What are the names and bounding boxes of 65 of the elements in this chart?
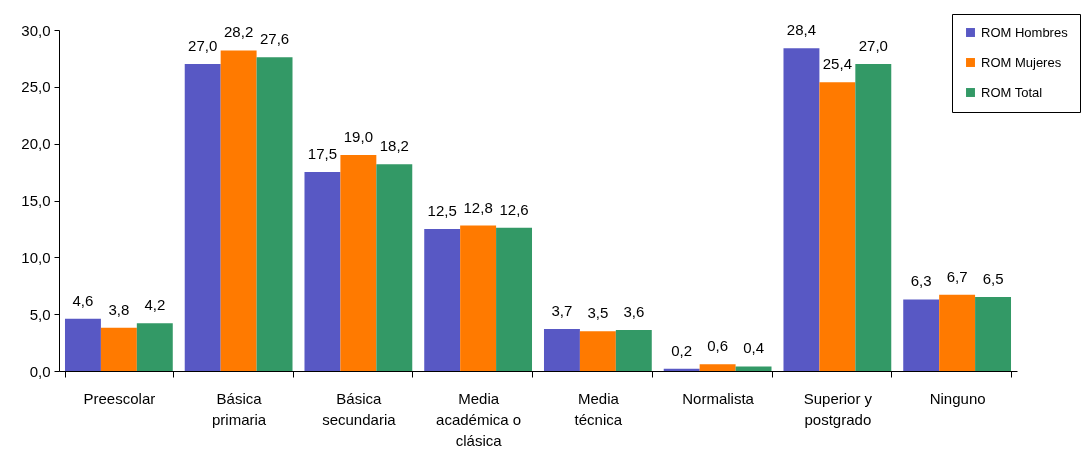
bar: [615, 330, 652, 371]
y-tick-label: 20,0: [21, 135, 51, 153]
bar: [424, 228, 461, 371]
data-label: 17,5: [307, 145, 338, 163]
bar: [100, 327, 137, 371]
x-tick-label: Normalista: [682, 389, 755, 407]
legend-label: ROM Total: [981, 84, 1043, 100]
bar: [460, 225, 497, 371]
x-tick-label: Superior y postgrado: [803, 389, 873, 428]
data-label: 6,5: [982, 270, 1004, 288]
bar: [64, 318, 101, 371]
x-tick-label: Básica primaria: [212, 389, 267, 428]
data-label: 3,5: [587, 304, 609, 322]
bar: [579, 331, 616, 371]
legend-label: ROM Mujeres: [981, 54, 1062, 70]
bar: [304, 172, 341, 371]
bar: [975, 297, 1012, 371]
data-label: 3,8: [108, 300, 130, 318]
y-tick-label: 5,0: [29, 305, 51, 323]
data-label: 3,6: [623, 303, 645, 321]
bar: [376, 164, 413, 371]
bar: [855, 64, 892, 371]
y-tick-label: 0,0: [29, 362, 51, 380]
data-label: 28,4: [786, 21, 817, 39]
bar: [136, 323, 173, 371]
bar: [543, 328, 580, 371]
x-tick-label: Media técnica: [574, 389, 623, 428]
bar: [340, 155, 377, 371]
data-label: 0,6: [707, 337, 729, 355]
y-tick-label: 25,0: [21, 78, 51, 96]
y-tick-label: 30,0: [21, 21, 51, 39]
bar: [256, 57, 293, 371]
x-tick-label: Ninguno: [929, 389, 986, 407]
data-label: 3,7: [551, 301, 573, 319]
bar: [939, 294, 976, 371]
data-label: 6,3: [910, 272, 932, 290]
data-label: 27,6: [259, 30, 290, 48]
x-tick-label: Preescolar: [83, 389, 156, 407]
data-label: 4,6: [72, 291, 94, 309]
bar: [735, 366, 772, 371]
data-label: 25,4: [822, 55, 852, 73]
data-label: 12,8: [463, 198, 493, 216]
data-label: 12,5: [427, 201, 457, 219]
data-label: 12,6: [499, 200, 529, 218]
bar: [903, 299, 940, 371]
x-tick-label: Básica secundaria: [322, 389, 397, 428]
x-tick-label: Media académica o clásica: [436, 389, 522, 449]
data-label: 0,4: [743, 339, 764, 357]
data-label: 4,2: [144, 296, 166, 314]
data-label: 0,2: [671, 341, 693, 359]
bar: [184, 64, 221, 371]
data-label: 28,2: [224, 23, 254, 41]
data-label: 27,0: [858, 37, 888, 55]
data-label: 19,0: [343, 128, 373, 146]
data-label: 6,7: [946, 267, 968, 285]
data-label: 18,2: [379, 137, 409, 155]
bar: [819, 82, 856, 371]
y-tick-label: 15,0: [21, 192, 51, 209]
data-label: 27,0: [188, 37, 218, 55]
legend-label: ROM Hombres: [981, 24, 1069, 40]
y-tick-label: 10,0: [21, 248, 51, 266]
bar: [699, 364, 736, 371]
bar: [496, 227, 533, 371]
bar: [783, 48, 820, 371]
bar: [220, 50, 257, 371]
